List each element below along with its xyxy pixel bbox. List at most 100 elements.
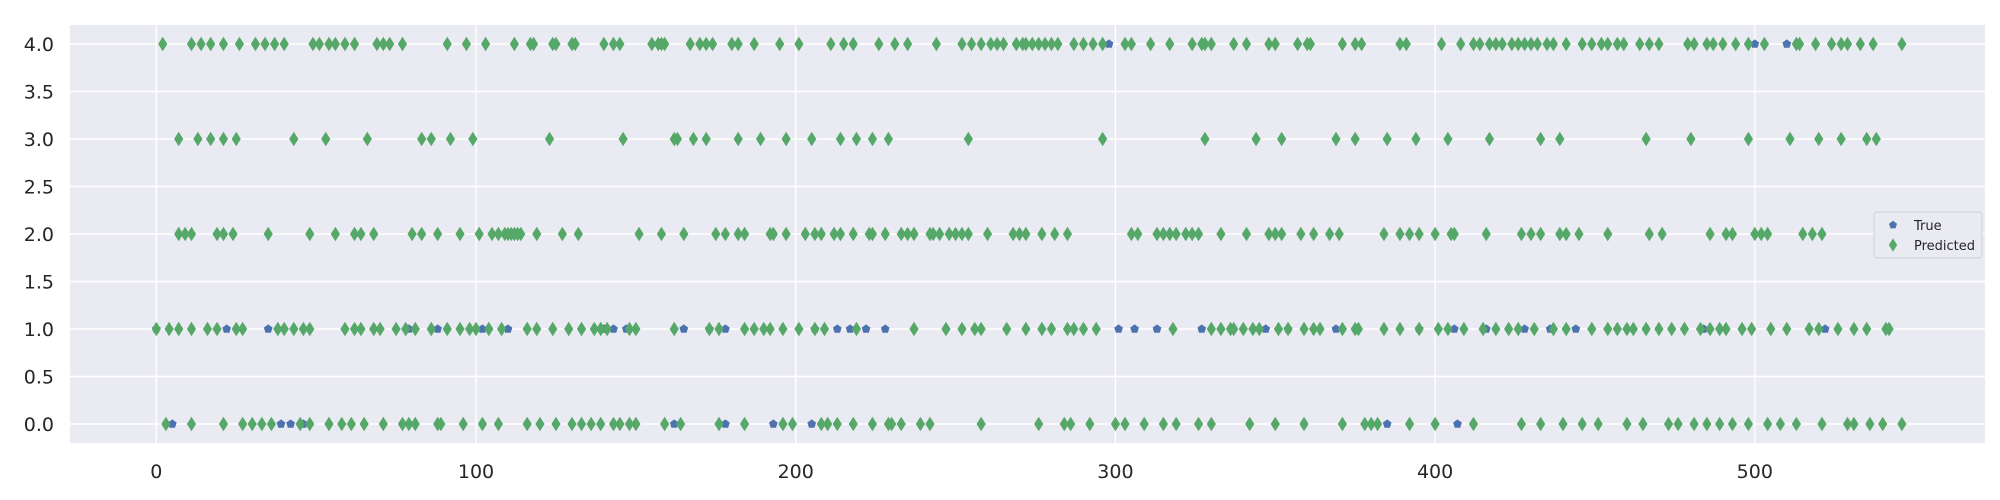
- predicted-point: [848, 226, 858, 242]
- predicted-point: [397, 36, 408, 52]
- predicted-point: [151, 321, 161, 337]
- predicted-point: [1842, 36, 1853, 52]
- predicted-point: [1622, 321, 1632, 337]
- predicted-point: [1277, 131, 1287, 147]
- true-point: [1571, 324, 1581, 333]
- predicted-point: [1126, 36, 1137, 52]
- predicted-point: [1641, 131, 1651, 147]
- predicted-point: [1638, 416, 1648, 432]
- predicted-point: [1133, 226, 1143, 242]
- predicted-point: [631, 321, 641, 337]
- predicted-point: [839, 36, 849, 52]
- predicted-point: [305, 226, 315, 242]
- predicted-point: [778, 321, 788, 337]
- predicted-point: [714, 416, 724, 432]
- predicted-point: [442, 36, 452, 52]
- predicted-point: [218, 226, 229, 242]
- predicted-point: [810, 226, 820, 242]
- predicted-point: [238, 321, 248, 337]
- predicted-point: [909, 226, 919, 242]
- predicted-point: [1673, 416, 1683, 432]
- y-tick-label: 0.0: [24, 414, 54, 436]
- predicted-point: [596, 416, 606, 432]
- predicted-point: [391, 321, 401, 337]
- predicted-point: [1705, 321, 1715, 337]
- true-point: [1261, 324, 1271, 333]
- predicted-point: [289, 321, 299, 337]
- predicted-point: [369, 226, 379, 242]
- predicted-point: [1085, 416, 1095, 432]
- predicted-point: [509, 36, 519, 52]
- predicted-point: [1264, 36, 1274, 52]
- predicted-point: [1759, 36, 1770, 52]
- predicted-point: [1695, 321, 1706, 337]
- predicted-point: [903, 36, 913, 52]
- x-tick-label: 500: [1737, 461, 1773, 483]
- predicted-point: [1558, 416, 1568, 432]
- predicted-point: [1718, 36, 1728, 52]
- predicted-point: [1443, 321, 1453, 337]
- predicted-point: [1561, 226, 1571, 242]
- predicted-point: [1241, 36, 1252, 52]
- predicted-point: [1644, 226, 1654, 242]
- predicted-point: [474, 226, 484, 242]
- predicted-point: [522, 416, 532, 432]
- predicted-point: [1021, 36, 1031, 52]
- predicted-point: [1193, 416, 1204, 432]
- predicted-point: [1433, 321, 1443, 337]
- predicted-point: [1705, 226, 1715, 242]
- predicted-point: [1158, 226, 1168, 242]
- predicted-point: [516, 226, 526, 242]
- predicted-point: [455, 226, 465, 242]
- predicted-point: [1245, 416, 1255, 432]
- predicted-point: [848, 36, 858, 52]
- predicted-point: [266, 416, 277, 432]
- true-point: [832, 324, 842, 333]
- y-tick-label: 2.5: [24, 177, 54, 199]
- predicted-point: [218, 416, 229, 432]
- predicted-point: [1743, 36, 1754, 52]
- predicted-point: [1283, 321, 1293, 337]
- true-point: [1782, 39, 1792, 48]
- predicted-point: [1430, 416, 1440, 432]
- predicted-point: [1737, 321, 1747, 337]
- predicted-point: [1021, 321, 1031, 337]
- predicted-point: [599, 36, 609, 52]
- predicted-point: [337, 416, 347, 432]
- predicted-point: [1475, 36, 1485, 52]
- predicted-point: [487, 226, 497, 242]
- predicted-point: [1862, 131, 1872, 147]
- predicted-point: [532, 226, 542, 242]
- predicted-point: [1200, 36, 1210, 52]
- predicted-point: [1555, 131, 1565, 147]
- series-predicted-points: [151, 36, 1907, 432]
- predicted-point: [496, 321, 507, 337]
- true-point: [1449, 324, 1459, 333]
- predicted-point: [1596, 36, 1606, 52]
- predicted-point: [976, 321, 986, 337]
- predicted-point: [522, 321, 532, 337]
- predicted-point: [1299, 416, 1309, 432]
- predicted-point: [1372, 416, 1383, 432]
- predicted-point: [714, 321, 724, 337]
- predicted-point: [378, 36, 388, 52]
- predicted-point: [787, 416, 798, 432]
- predicted-point: [1484, 36, 1495, 52]
- predicted-point: [1430, 226, 1440, 242]
- predicted-point: [1187, 36, 1197, 52]
- predicted-point: [1855, 36, 1865, 52]
- predicted-point: [417, 226, 427, 242]
- predicted-point: [359, 416, 369, 432]
- predicted-point: [957, 36, 967, 52]
- predicted-point: [548, 321, 558, 337]
- predicted-point: [1747, 321, 1757, 337]
- predicted-point: [1721, 321, 1731, 337]
- predicted-point: [1008, 226, 1018, 242]
- predicted-point: [1865, 416, 1875, 432]
- true-point: [1130, 324, 1139, 333]
- predicted-point: [1526, 226, 1536, 242]
- predicted-point: [1120, 416, 1130, 432]
- predicted-point: [602, 321, 612, 337]
- predicted-point: [1715, 321, 1725, 337]
- predicted-point: [1325, 226, 1335, 242]
